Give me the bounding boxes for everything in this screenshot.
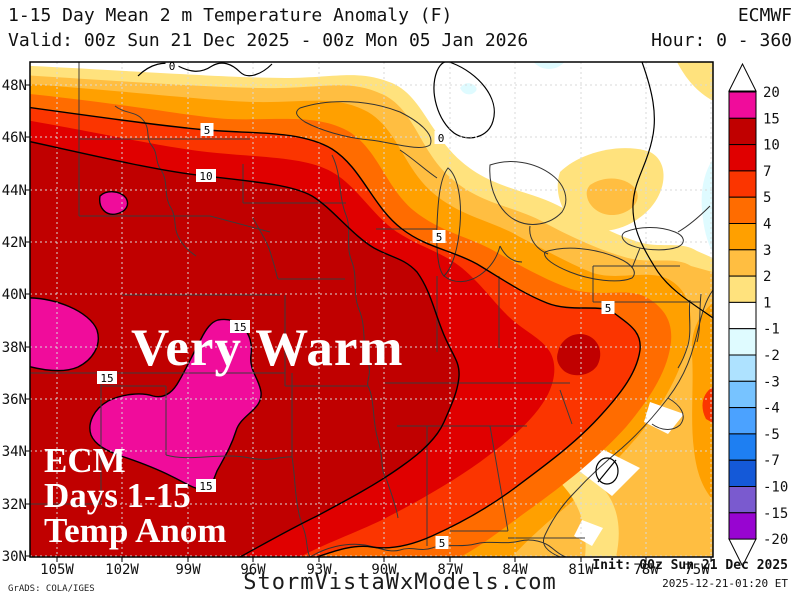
colorbar-tick-label: -20 <box>763 532 788 548</box>
weather-map-page: 1-15 Day Mean 2 m Temperature Anomaly (F… <box>0 0 800 600</box>
colorbar-box <box>729 302 756 328</box>
map-headline: Very Warm <box>131 318 404 378</box>
lat-label: 46N <box>2 130 27 146</box>
colorbar-box <box>729 408 756 434</box>
color-scale: 20 15 10 7 5 4 3 2 1 -1 -2 -3 -4 -5 -7 -10 -15 -20 <box>729 64 788 566</box>
colorbar-box <box>729 276 756 302</box>
map-caption: ECM Days 1-15 Temp Anom <box>44 443 227 548</box>
init-time-label: Init: 00z Sun 21 Dec 2025 <box>592 558 788 573</box>
colorbar-box <box>729 487 756 513</box>
colorbar-box <box>729 381 756 407</box>
lat-label: 40N <box>2 287 27 303</box>
generated-timestamp: 2025-12-21-01:20 ET <box>662 577 788 590</box>
colorbar-tick-label: 7 <box>763 164 771 180</box>
map-caption-line1: ECM <box>44 443 227 478</box>
colorbar-box <box>729 171 756 197</box>
colorbar-tick-label: 2 <box>763 269 771 285</box>
contour-label: 5 <box>204 124 211 137</box>
colorbar-tick-label: 20 <box>763 85 780 101</box>
lat-label: 42N <box>2 235 27 251</box>
lat-label: 36N <box>2 392 27 408</box>
colorbar-tick-label: 5 <box>763 190 771 206</box>
contour-label: 0 <box>438 132 445 145</box>
colorbar-tick-label: -15 <box>763 506 788 522</box>
contour-label: 5 <box>436 231 443 244</box>
contour-label: 10 <box>199 170 212 183</box>
map-caption-line3: Temp Anom <box>44 513 227 548</box>
colorbar-tick-label: 3 <box>763 243 771 259</box>
lat-label: 44N <box>2 183 27 199</box>
colorbar-box <box>729 250 756 276</box>
colorbar-tick-label: -2 <box>763 348 780 364</box>
colorbar-tick-label: -7 <box>763 453 780 469</box>
lat-label: 34N <box>2 444 27 460</box>
colorbar-box <box>729 513 756 539</box>
colorbar-tick-label: -10 <box>763 480 788 496</box>
colorbar-tick-label: -4 <box>763 401 780 417</box>
lat-label: 30N <box>2 549 27 565</box>
colorbar-box <box>729 224 756 250</box>
colorbar-box <box>729 329 756 355</box>
lat-label: 32N <box>2 497 27 513</box>
colorbar-tick-label: 4 <box>763 217 771 233</box>
colorbar-box <box>729 92 756 118</box>
lat-label: 48N <box>2 78 27 94</box>
scale-arrow-up-icon <box>729 64 756 91</box>
contour-label: 5 <box>439 537 446 550</box>
colorbar-box <box>729 118 756 144</box>
contour-label: 5 <box>605 302 612 315</box>
colorbar-tick-label: 10 <box>763 138 780 154</box>
colorbar-box <box>729 434 756 460</box>
colorbar-tick-label: -5 <box>763 427 780 443</box>
colorbar-box <box>729 460 756 486</box>
colorbar-tick-label: 15 <box>763 111 780 127</box>
colorbar-box <box>729 145 756 171</box>
colorbar-box <box>729 197 756 223</box>
contour-label: 15 <box>100 372 113 385</box>
map-caption-line2: Days 1-15 <box>44 478 227 513</box>
colorbar-tick-label: -1 <box>763 322 780 338</box>
colorbar-tick-label: -3 <box>763 374 780 390</box>
colorbar-tick-label: 1 <box>763 295 771 311</box>
colorbar-box <box>729 355 756 381</box>
lat-label: 38N <box>2 340 27 356</box>
